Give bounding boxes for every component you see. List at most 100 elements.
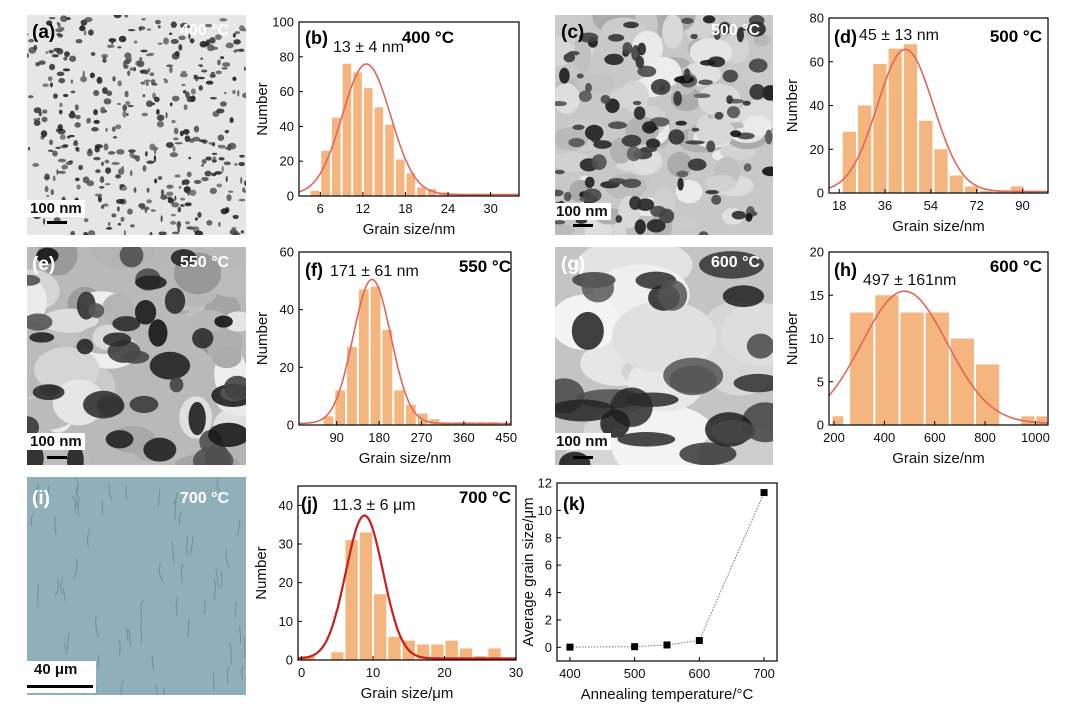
grain xyxy=(107,151,116,155)
bar xyxy=(919,120,933,193)
grain xyxy=(138,26,146,31)
grain xyxy=(58,109,63,115)
grain xyxy=(45,51,48,54)
grain xyxy=(149,351,191,380)
bar xyxy=(342,63,352,197)
micrograph-e-texture xyxy=(27,247,246,465)
x-tick-label: 700 xyxy=(753,666,775,681)
bar xyxy=(359,532,373,660)
data-point xyxy=(631,643,639,651)
grain xyxy=(167,196,172,200)
grain xyxy=(722,69,739,83)
grain xyxy=(646,219,666,233)
x-tick-label: 90 xyxy=(329,430,343,445)
plot-frame xyxy=(298,21,520,197)
grain xyxy=(32,163,40,168)
x-tick-label: 24 xyxy=(441,201,455,216)
grain xyxy=(74,122,81,128)
grain xyxy=(237,89,240,97)
grain-boundary xyxy=(236,519,241,537)
grain xyxy=(746,333,773,359)
temperature-label: 550 °C xyxy=(459,257,511,276)
grain xyxy=(743,163,752,172)
grain xyxy=(555,127,589,151)
panel-label-c: (c) xyxy=(561,22,585,43)
grain xyxy=(650,79,671,95)
grain xyxy=(189,189,197,196)
y-tick-label: 20 xyxy=(280,154,294,169)
grain xyxy=(621,178,642,188)
grain xyxy=(156,120,164,128)
grain xyxy=(171,231,180,235)
fit-annotation: 497 ± 161nm xyxy=(863,272,956,289)
grain xyxy=(75,146,79,152)
grain xyxy=(204,170,212,177)
grain xyxy=(690,33,698,40)
fit-curve xyxy=(298,63,519,196)
grain xyxy=(578,90,592,102)
grain-boundary xyxy=(67,632,70,650)
grain xyxy=(27,33,29,36)
grain xyxy=(165,141,174,148)
grain xyxy=(206,220,213,226)
grain xyxy=(52,150,58,157)
grain xyxy=(115,124,122,130)
micrograph-e xyxy=(27,247,246,465)
grain-boundary xyxy=(241,665,244,680)
temperature-label: 500 °C xyxy=(990,27,1042,46)
bar xyxy=(858,105,872,193)
grain xyxy=(748,58,768,73)
fit-annotation: 13 ± 4 nm xyxy=(333,39,404,56)
grain xyxy=(70,110,75,115)
bar xyxy=(395,159,405,196)
grain xyxy=(211,346,242,369)
grain xyxy=(179,22,188,29)
grain xyxy=(243,190,246,193)
grain xyxy=(65,161,73,166)
grain xyxy=(205,156,212,161)
bar xyxy=(842,131,857,193)
bar xyxy=(417,413,428,425)
grain xyxy=(48,49,54,54)
grain xyxy=(160,189,165,196)
grain xyxy=(170,38,179,44)
fit-annotation: 45 ± 13 nm xyxy=(859,27,939,44)
grain xyxy=(239,25,245,32)
grain xyxy=(743,115,772,137)
x-tick-label: 500 xyxy=(624,666,646,681)
bar xyxy=(382,329,393,425)
grain xyxy=(747,21,766,37)
grain-boundary xyxy=(187,619,191,638)
grain xyxy=(74,140,78,144)
grain xyxy=(141,112,149,117)
bar xyxy=(850,312,874,425)
grain xyxy=(100,205,105,209)
grain xyxy=(127,208,133,215)
data-point xyxy=(695,637,703,645)
grain xyxy=(186,171,192,178)
grain xyxy=(143,69,149,75)
grain xyxy=(170,213,176,217)
grain xyxy=(127,70,131,76)
grain xyxy=(765,129,773,145)
grain xyxy=(174,50,180,57)
bar xyxy=(323,416,334,425)
grain xyxy=(182,128,190,135)
grain-boundary xyxy=(151,655,155,671)
grain xyxy=(702,15,716,24)
grain-boundary xyxy=(139,621,142,644)
grain xyxy=(170,21,177,28)
grain xyxy=(111,126,116,132)
grain xyxy=(140,49,148,53)
grain xyxy=(90,52,96,56)
grain xyxy=(129,151,135,158)
grain xyxy=(140,81,146,85)
grain xyxy=(84,16,93,23)
grain xyxy=(731,210,746,220)
grain xyxy=(178,35,186,41)
grain xyxy=(57,124,63,132)
bar xyxy=(417,187,426,196)
micrograph-c xyxy=(555,15,773,235)
grain xyxy=(49,82,54,88)
grain xyxy=(555,169,565,175)
